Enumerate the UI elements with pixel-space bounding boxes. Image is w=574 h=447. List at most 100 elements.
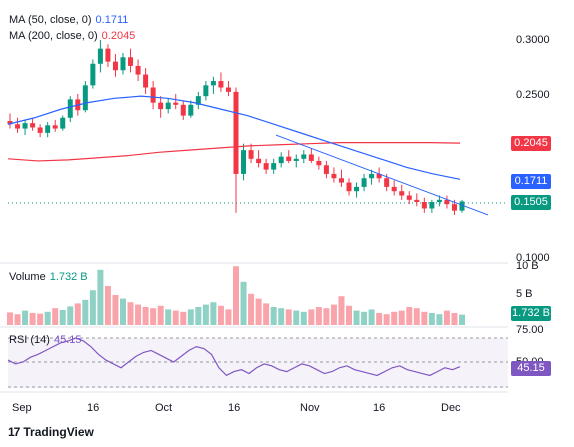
volume-bar[interactable] (270, 307, 277, 325)
volume-bar[interactable] (180, 311, 187, 325)
candle-body[interactable] (15, 124, 21, 129)
volume-bar[interactable] (428, 313, 435, 325)
volume-bar[interactable] (37, 313, 44, 325)
volume-bar[interactable] (14, 314, 21, 325)
candle-body[interactable] (391, 186, 397, 192)
volume-bar[interactable] (97, 269, 104, 325)
volume-bar[interactable] (59, 310, 66, 325)
volume-bar[interactable] (285, 309, 292, 325)
volume-bar[interactable] (413, 308, 420, 325)
volume-bar[interactable] (217, 305, 224, 325)
candle-body[interactable] (82, 85, 88, 111)
candle-body[interactable] (120, 57, 126, 71)
tradingview-brand[interactable]: 17 TradingView (8, 425, 94, 439)
candle-body[interactable] (323, 165, 329, 174)
volume-bar[interactable] (293, 310, 300, 325)
candle-body[interactable] (218, 81, 224, 88)
candle-body[interactable] (7, 121, 13, 125)
candle-body[interactable] (384, 178, 390, 187)
candle-body[interactable] (301, 154, 307, 159)
price-chart[interactable] (0, 0, 574, 420)
ma200-legend[interactable]: MA (200, close, 0) 0.2045 (9, 30, 135, 42)
candle-body[interactable] (451, 204, 457, 211)
candle-body[interactable] (180, 104, 186, 116)
candle-body[interactable] (90, 63, 96, 86)
volume-bar[interactable] (436, 314, 443, 325)
candle-body[interactable] (271, 163, 277, 170)
volume-bar[interactable] (315, 307, 322, 325)
candle-body[interactable] (225, 87, 231, 92)
candle-body[interactable] (248, 150, 254, 159)
candle-body[interactable] (135, 65, 141, 75)
volume-bar[interactable] (29, 313, 36, 325)
volume-bar[interactable] (391, 311, 398, 325)
candle-body[interactable] (414, 199, 420, 202)
candle-body[interactable] (436, 199, 442, 202)
volume-bar[interactable] (225, 309, 232, 325)
volume-bar[interactable] (150, 308, 157, 325)
volume-bar[interactable] (330, 304, 337, 325)
candle-body[interactable] (361, 178, 367, 187)
candle-body[interactable] (143, 74, 149, 88)
candle-body[interactable] (459, 201, 465, 211)
candle-body[interactable] (293, 158, 299, 161)
candle-body[interactable] (369, 173, 375, 179)
volume-bar[interactable] (353, 310, 360, 325)
candle-body[interactable] (444, 199, 450, 205)
candle-body[interactable] (195, 96, 201, 105)
candle-body[interactable] (128, 57, 134, 66)
volume-bar[interactable] (7, 312, 13, 325)
volume-bar[interactable] (406, 307, 413, 325)
candle-body[interactable] (429, 202, 435, 209)
candle-body[interactable] (150, 87, 156, 103)
rsi-legend[interactable]: RSI (14) 45.15 (9, 334, 82, 346)
volume-bar[interactable] (255, 298, 262, 325)
volume-bar[interactable] (398, 310, 405, 325)
candle-body[interactable] (338, 178, 344, 183)
volume-bar[interactable] (74, 303, 81, 325)
candle-body[interactable] (105, 48, 111, 62)
candle-body[interactable] (188, 104, 194, 116)
volume-bar[interactable] (67, 306, 74, 325)
candle-body[interactable] (346, 182, 352, 192)
candle-body[interactable] (158, 102, 164, 110)
candle-body[interactable] (286, 156, 292, 161)
volume-bar[interactable] (421, 311, 428, 325)
volume-bar[interactable] (443, 310, 450, 325)
volume-bar[interactable] (157, 305, 164, 325)
volume-bar[interactable] (383, 314, 390, 325)
candle-body[interactable] (37, 127, 43, 133)
candle-body[interactable] (376, 173, 382, 179)
candle-body[interactable] (308, 154, 314, 161)
volume-bar[interactable] (142, 307, 149, 325)
candle-body[interactable] (263, 163, 269, 170)
volume-bar[interactable] (263, 303, 270, 325)
volume-bar[interactable] (135, 304, 142, 325)
volume-bar[interactable] (120, 298, 126, 325)
candle-body[interactable] (354, 186, 360, 192)
volume-bar[interactable] (248, 293, 255, 325)
volume-bar[interactable] (112, 295, 119, 325)
candle-body[interactable] (60, 117, 66, 129)
candle-body[interactable] (278, 156, 284, 164)
volume-bar[interactable] (361, 311, 368, 325)
volume-bar[interactable] (195, 307, 202, 325)
volume-legend[interactable]: Volume 1.732 B (9, 271, 88, 283)
candle-body[interactable] (67, 99, 73, 118)
candle-body[interactable] (203, 85, 209, 97)
candle-body[interactable] (45, 125, 51, 133)
volume-bar[interactable] (210, 302, 217, 325)
candle-body[interactable] (97, 48, 103, 64)
candle-body[interactable] (22, 123, 28, 129)
volume-bar[interactable] (278, 308, 285, 325)
volume-bar[interactable] (89, 290, 96, 325)
volume-bar[interactable] (104, 286, 111, 325)
volume-bar[interactable] (202, 304, 209, 325)
volume-bar[interactable] (172, 310, 179, 325)
ma50-legend[interactable]: MA (50, close, 0) 0.1711 (9, 14, 128, 26)
volume-bar[interactable] (187, 309, 194, 325)
volume-bar[interactable] (240, 281, 247, 325)
volume-bar[interactable] (127, 302, 134, 325)
candle-body[interactable] (256, 158, 262, 164)
volume-bar[interactable] (459, 314, 465, 325)
